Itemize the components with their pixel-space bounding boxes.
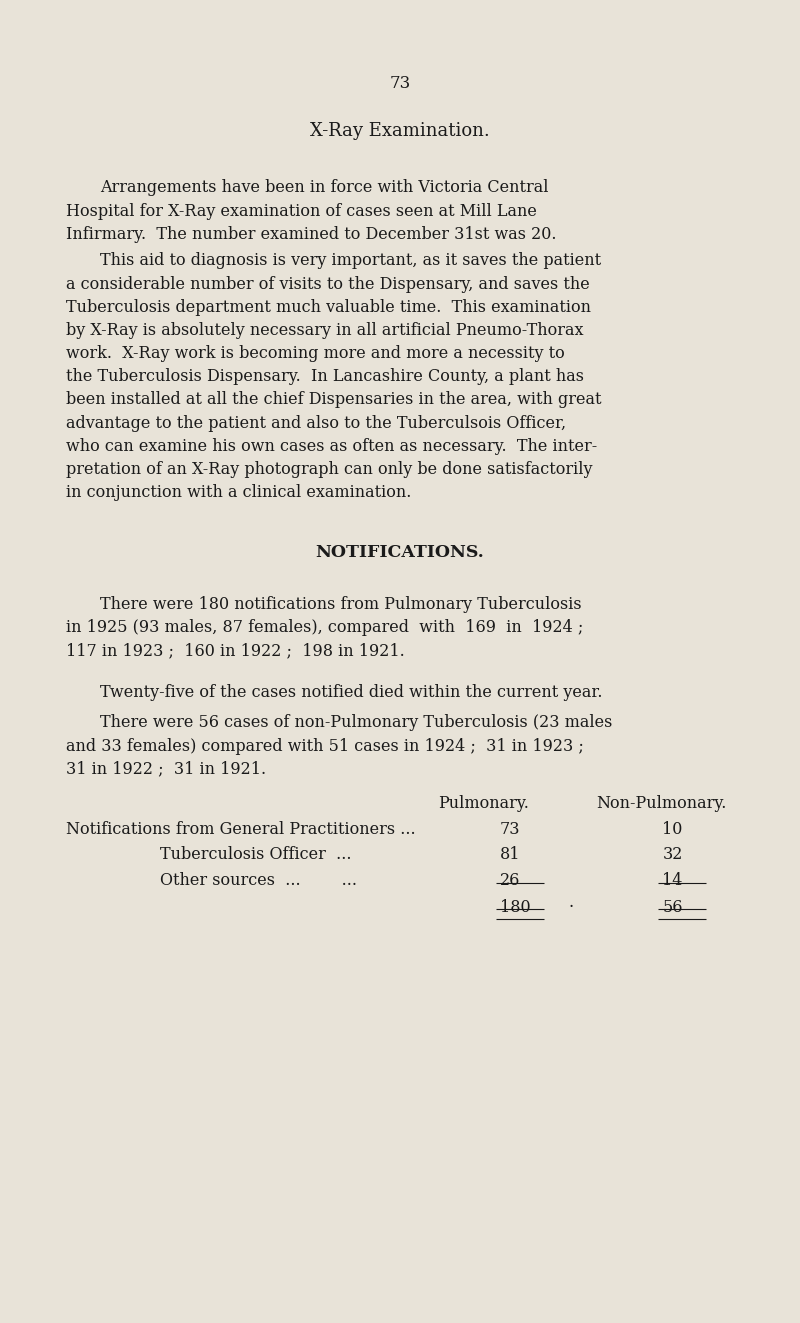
Text: X-Ray Examination.: X-Ray Examination. [310,122,490,140]
Text: by X-Ray is absolutely necessary in all artificial Pneumo-Thorax: by X-Ray is absolutely necessary in all … [66,321,583,339]
Text: Tuberculosis department much valuable time.  This examination: Tuberculosis department much valuable ti… [66,299,590,316]
Text: 56: 56 [662,898,683,916]
Text: 26: 26 [500,872,520,889]
Text: Non-Pulmonary.: Non-Pulmonary. [596,795,726,812]
Text: Twenty-five of the cases notified died within the current year.: Twenty-five of the cases notified died w… [100,684,602,701]
Text: Pulmonary.: Pulmonary. [438,795,530,812]
Text: NOTIFICATIONS.: NOTIFICATIONS. [316,544,484,561]
Text: 73: 73 [500,822,521,837]
Text: in conjunction with a clinical examination.: in conjunction with a clinical examinati… [66,484,411,501]
Text: the Tuberculosis Dispensary.  In Lancashire County, a plant has: the Tuberculosis Dispensary. In Lancashi… [66,368,584,385]
Text: 14: 14 [662,872,682,889]
Text: This aid to diagnosis is very important, as it saves the patient: This aid to diagnosis is very important,… [100,253,601,270]
Text: 10: 10 [662,822,682,837]
Text: in 1925 (93 males, 87 females), compared  with  169  in  1924 ;: in 1925 (93 males, 87 females), compared… [66,619,583,636]
Text: There were 180 notifications from Pulmonary Tuberculosis: There were 180 notifications from Pulmon… [100,597,582,614]
Text: advantage to the patient and also to the Tuberculsois Officer,: advantage to the patient and also to the… [66,414,566,431]
Text: 81: 81 [500,847,521,864]
Text: 180: 180 [500,898,530,916]
Text: a considerable number of visits to the Dispensary, and saves the: a considerable number of visits to the D… [66,275,590,292]
Text: Infirmary.  The number examined to December 31st was 20.: Infirmary. The number examined to Decemb… [66,226,556,242]
Text: Hospital for X-Ray examination of cases seen at Mill Lane: Hospital for X-Ray examination of cases … [66,202,537,220]
Text: ·: · [568,898,573,916]
Text: 31 in 1922 ;  31 in 1921.: 31 in 1922 ; 31 in 1921. [66,761,266,778]
Text: who can examine his own cases as often as necessary.  The inter-: who can examine his own cases as often a… [66,438,597,455]
Text: 117 in 1923 ;  160 in 1922 ;  198 in 1921.: 117 in 1923 ; 160 in 1922 ; 198 in 1921. [66,643,404,660]
Text: and 33 females) compared with 51 cases in 1924 ;  31 in 1923 ;: and 33 females) compared with 51 cases i… [66,737,583,754]
Text: 73: 73 [390,75,410,93]
Text: work.  X-Ray work is becoming more and more a necessity to: work. X-Ray work is becoming more and mo… [66,345,564,363]
Text: been installed at all the chief Dispensaries in the area, with great: been installed at all the chief Dispensa… [66,392,601,409]
Text: Other sources  ...        ...: Other sources ... ... [160,872,357,889]
Text: pretation of an X-Ray photograph can only be done satisfactorily: pretation of an X-Ray photograph can onl… [66,460,592,478]
Text: Arrangements have been in force with Victoria Central: Arrangements have been in force with Vic… [100,180,549,196]
Text: 32: 32 [662,847,682,864]
Text: Tuberculosis Officer  ...: Tuberculosis Officer ... [160,847,351,864]
Text: There were 56 cases of non-Pulmonary Tuberculosis (23 males: There were 56 cases of non-Pulmonary Tub… [100,714,612,732]
Text: Notifications from General Practitioners ...: Notifications from General Practitioners… [66,822,420,837]
